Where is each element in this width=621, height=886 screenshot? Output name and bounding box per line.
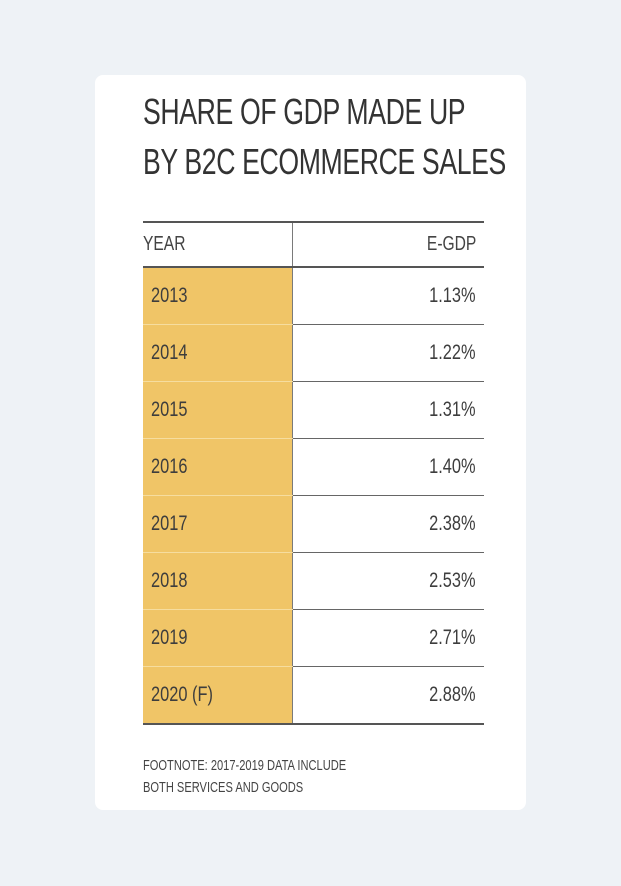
- table-row: 2014 1.22%: [143, 324, 484, 382]
- footnote: FOOTNOTE: 2017-2019 DATA INCLUDE BOTH SE…: [143, 755, 346, 799]
- year-cell: 2013: [143, 267, 293, 325]
- table-header-row: YEAR E-GDP: [143, 221, 484, 268]
- egdp-value-cell: 2.38%: [292, 495, 484, 553]
- title-line-2: BY B2C ECOMMERCE SALES: [143, 141, 506, 182]
- table-row: 2018 2.53%: [143, 552, 484, 610]
- column-header-year: YEAR: [143, 221, 293, 268]
- year-cell: 2020 (F): [143, 666, 293, 725]
- table-row: 2016 1.40%: [143, 438, 484, 496]
- year-cell: 2016: [143, 438, 293, 496]
- egdp-value-cell: 1.31%: [292, 381, 484, 439]
- data-table: YEAR E-GDP 2013 1.13% 2014 1.22% 2015 1.31% 20…: [143, 221, 484, 725]
- footnote-line-2: BOTH SERVICES AND GOODS: [143, 779, 304, 796]
- title-line-1: SHARE OF GDP MADE UP: [143, 91, 466, 132]
- table-row: 2020 (F) 2.88%: [143, 666, 484, 725]
- year-cell: 2017: [143, 495, 293, 553]
- egdp-value-cell: 2.88%: [292, 666, 484, 725]
- chart-title: SHARE OF GDP MADE UP BY B2C ECOMMERCE SA…: [143, 87, 506, 187]
- year-cell: 2014: [143, 324, 293, 382]
- egdp-value-cell: 2.71%: [292, 609, 484, 667]
- year-cell: 2018: [143, 552, 293, 610]
- table-row: 2013 1.13%: [143, 267, 484, 325]
- table-row: 2015 1.31%: [143, 381, 484, 439]
- egdp-value-cell: 1.22%: [292, 324, 484, 382]
- egdp-value-cell: 1.40%: [292, 438, 484, 496]
- footnote-line-1: FOOTNOTE: 2017-2019 DATA INCLUDE: [143, 757, 347, 774]
- table-row: 2017 2.38%: [143, 495, 484, 553]
- table-row: 2019 2.71%: [143, 609, 484, 667]
- year-cell: 2019: [143, 609, 293, 667]
- year-cell: 2015: [143, 381, 293, 439]
- column-header-egdp: E-GDP: [292, 221, 484, 268]
- egdp-value-cell: 2.53%: [292, 552, 484, 610]
- table-body: 2013 1.13% 2014 1.22% 2015 1.31% 2016 1.40% 2017…: [143, 267, 484, 725]
- egdp-value-cell: 1.13%: [292, 267, 484, 325]
- chart-card: SHARE OF GDP MADE UP BY B2C ECOMMERCE SA…: [95, 75, 526, 810]
